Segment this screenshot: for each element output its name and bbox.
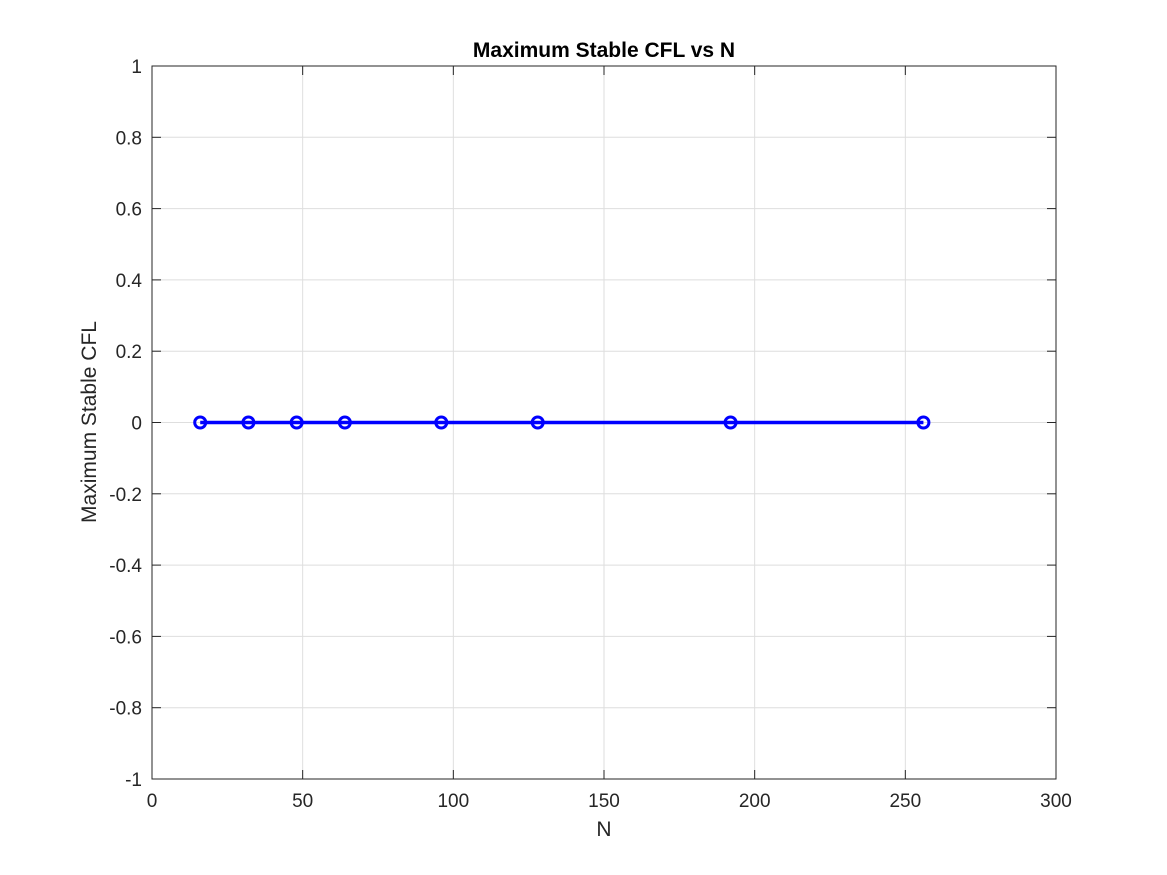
x-tick-label: 150 bbox=[588, 791, 620, 812]
x-axis-label: N bbox=[596, 818, 611, 841]
data-point-marker bbox=[193, 415, 208, 430]
x-tick-label: 50 bbox=[292, 791, 313, 812]
y-tick-label: 0.6 bbox=[116, 200, 142, 221]
data-point-marker bbox=[916, 415, 931, 430]
data-point-marker bbox=[241, 415, 256, 430]
data-point-marker bbox=[723, 415, 738, 430]
series-layer bbox=[193, 415, 931, 430]
y-tick-label: -1 bbox=[125, 770, 142, 791]
x-tick-label: 300 bbox=[1040, 791, 1072, 812]
x-tick-label: 200 bbox=[739, 791, 771, 812]
y-tick-label: 0 bbox=[131, 414, 142, 435]
x-tick-label: 100 bbox=[437, 791, 469, 812]
y-tick-label: -0.8 bbox=[109, 699, 142, 720]
y-tick-label: 0.8 bbox=[116, 128, 142, 149]
data-point-marker bbox=[434, 415, 449, 430]
chart-title: Maximum Stable CFL vs N bbox=[473, 39, 735, 62]
y-tick-label: 1 bbox=[131, 57, 142, 78]
y-tick-label: -0.6 bbox=[109, 627, 142, 648]
y-axis-label: Maximum Stable CFL bbox=[78, 321, 101, 523]
data-point-marker bbox=[530, 415, 545, 430]
y-tick-label: 0.4 bbox=[116, 271, 143, 292]
y-tick-label: 0.2 bbox=[116, 342, 142, 363]
y-tick-label: -0.4 bbox=[109, 556, 142, 577]
data-point-marker bbox=[337, 415, 352, 430]
x-tick-label: 0 bbox=[147, 791, 158, 812]
y-tick-label: -0.2 bbox=[109, 485, 142, 506]
y-tick-labels: -1 -0.8 -0.6 -0.4 -0.2 0 0.2 0.4 0.6 0.8 1 bbox=[109, 57, 142, 791]
x-tick-label: 250 bbox=[889, 791, 921, 812]
data-point-marker bbox=[289, 415, 304, 430]
x-tick-labels: 0 50 100 150 200 250 300 bbox=[147, 791, 1072, 812]
axes-box bbox=[151, 65, 1057, 780]
